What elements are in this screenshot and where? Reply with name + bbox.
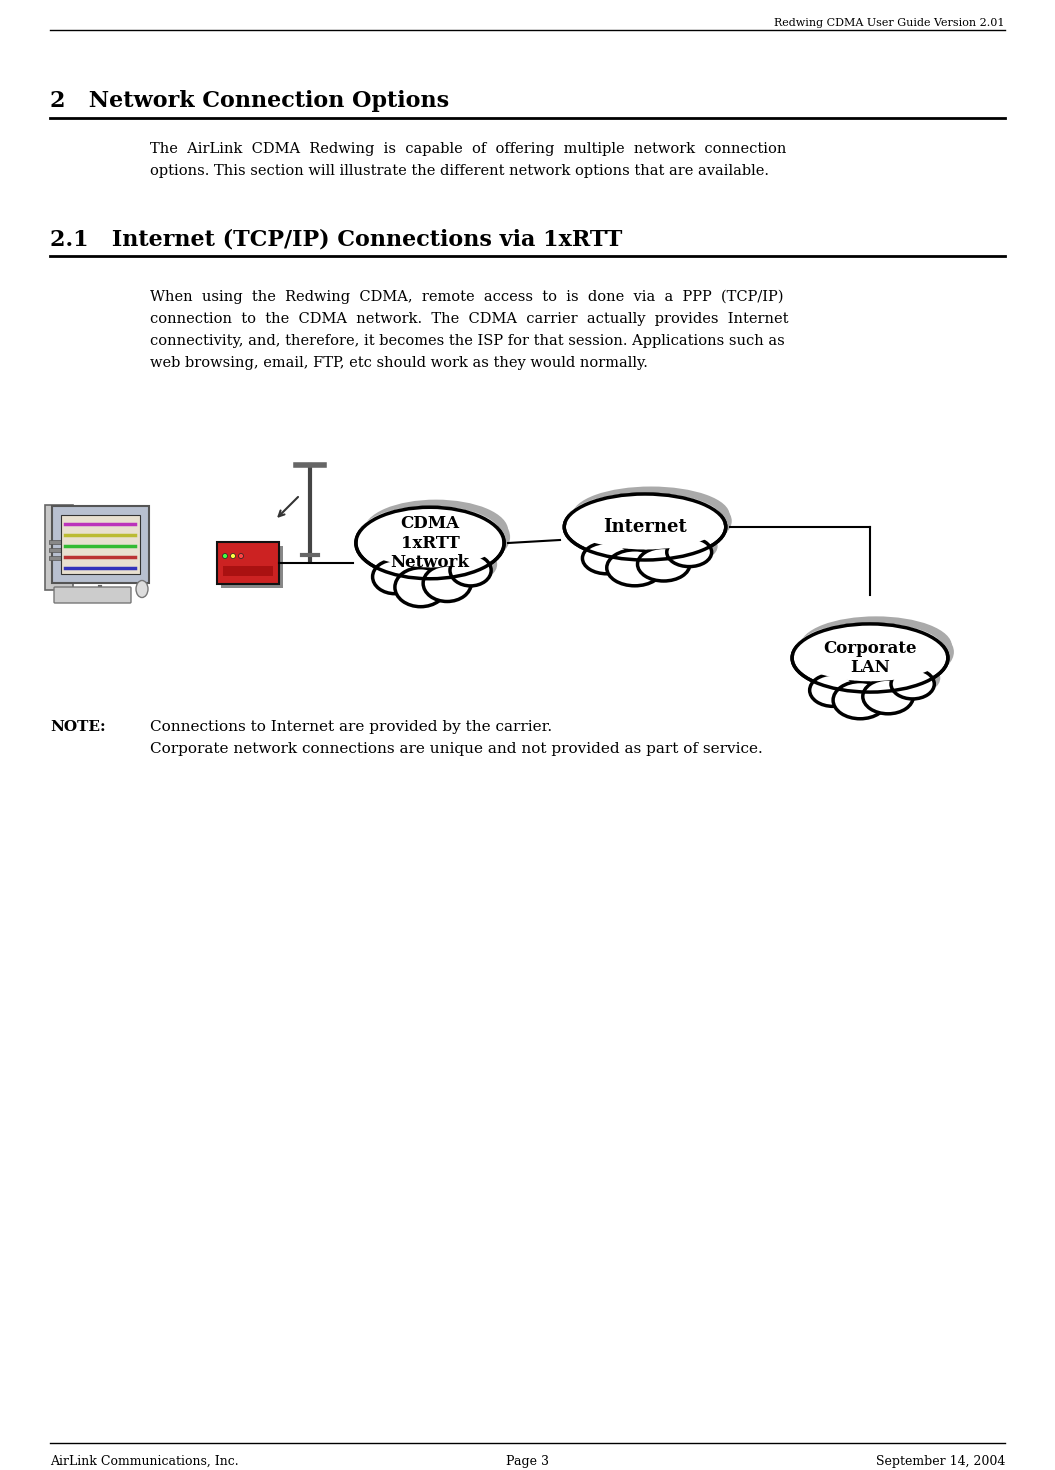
Ellipse shape [450, 554, 492, 587]
FancyBboxPatch shape [54, 587, 131, 603]
Ellipse shape [667, 538, 712, 566]
Ellipse shape [429, 559, 477, 595]
Ellipse shape [564, 494, 726, 560]
FancyBboxPatch shape [49, 556, 69, 560]
Ellipse shape [364, 500, 509, 562]
Ellipse shape [358, 506, 502, 567]
Text: connectivity, and, therefore, it becomes the ISP for that session. Applications : connectivity, and, therefore, it becomes… [150, 334, 785, 348]
Ellipse shape [613, 544, 669, 579]
Ellipse shape [794, 622, 946, 681]
Text: The  AirLink  CDMA  Redwing  is  capable  of  offering  multiple  network  conne: The AirLink CDMA Redwing is capable of o… [150, 143, 786, 156]
Ellipse shape [897, 663, 940, 692]
Text: NOTE:: NOTE: [50, 720, 106, 734]
Ellipse shape [238, 554, 244, 559]
Ellipse shape [379, 554, 423, 588]
Text: CDMA
1xRTT
Network: CDMA 1xRTT Network [390, 514, 469, 572]
Ellipse shape [816, 669, 863, 700]
Text: 2   Network Connection Options: 2 Network Connection Options [50, 90, 449, 112]
Ellipse shape [356, 507, 504, 579]
Ellipse shape [362, 501, 511, 573]
Text: web browsing, email, FTP, etc should work as they would normally.: web browsing, email, FTP, etc should wor… [150, 356, 648, 370]
Ellipse shape [868, 673, 919, 707]
FancyBboxPatch shape [217, 542, 279, 584]
Ellipse shape [798, 617, 954, 686]
Text: Internet: Internet [603, 517, 687, 537]
FancyBboxPatch shape [49, 539, 69, 544]
Ellipse shape [372, 560, 417, 594]
Ellipse shape [136, 581, 148, 597]
Text: options. This section will illustrate the different network options that are ava: options. This section will illustrate th… [150, 165, 769, 178]
FancyBboxPatch shape [52, 506, 149, 584]
Text: Corporate
LAN: Corporate LAN [823, 639, 917, 676]
Text: 2.1   Internet (TCP/IP) Connections via 1xRTT: 2.1 Internet (TCP/IP) Connections via 1x… [50, 228, 622, 250]
Ellipse shape [230, 554, 235, 559]
Text: AirLink Communications, Inc.: AirLink Communications, Inc. [50, 1455, 238, 1469]
Ellipse shape [395, 567, 446, 607]
Ellipse shape [607, 550, 663, 587]
Ellipse shape [863, 679, 914, 714]
Text: Page 3: Page 3 [505, 1455, 549, 1469]
Text: Redwing CDMA User Guide Version 2.01: Redwing CDMA User Guide Version 2.01 [774, 18, 1005, 28]
FancyBboxPatch shape [220, 545, 283, 588]
Ellipse shape [567, 492, 724, 550]
Text: September 14, 2004: September 14, 2004 [876, 1455, 1005, 1469]
Ellipse shape [644, 541, 696, 575]
Text: When  using  the  Redwing  CDMA,  remote  access  to  is  done  via  a  PPP  (TC: When using the Redwing CDMA, remote acce… [150, 290, 784, 304]
Ellipse shape [637, 547, 690, 581]
Ellipse shape [223, 554, 228, 559]
Ellipse shape [582, 542, 631, 573]
Ellipse shape [839, 676, 894, 713]
Ellipse shape [423, 564, 472, 601]
Ellipse shape [571, 488, 732, 554]
Text: Corporate network connections are unique and not provided as part of service.: Corporate network connections are unique… [150, 742, 763, 756]
FancyBboxPatch shape [49, 548, 69, 553]
FancyBboxPatch shape [45, 506, 73, 589]
Text: Connections to Internet are provided by the carrier.: Connections to Internet are provided by … [150, 720, 552, 734]
Ellipse shape [673, 532, 717, 560]
Ellipse shape [589, 537, 637, 567]
Ellipse shape [891, 669, 935, 698]
FancyBboxPatch shape [61, 514, 140, 573]
Text: connection  to  the  CDMA  network.  The  CDMA  carrier  actually  provides  Int: connection to the CDMA network. The CDMA… [150, 312, 788, 326]
Ellipse shape [800, 616, 952, 675]
Ellipse shape [792, 623, 947, 692]
Ellipse shape [833, 682, 887, 719]
Ellipse shape [401, 562, 453, 601]
FancyBboxPatch shape [223, 566, 273, 576]
Ellipse shape [809, 675, 857, 707]
Ellipse shape [456, 548, 497, 579]
Ellipse shape [573, 487, 730, 544]
